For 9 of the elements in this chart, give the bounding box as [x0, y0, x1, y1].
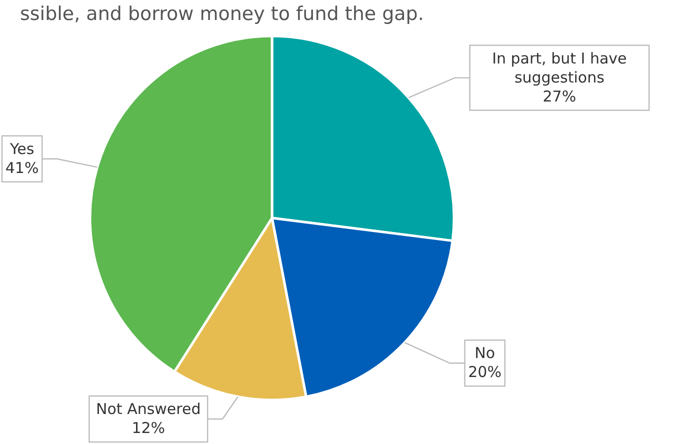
data-label: 20%: [468, 363, 502, 382]
data-label: 27%: [542, 87, 576, 106]
slice-label: Not Answered: [96, 400, 201, 418]
slice-label: No: [474, 344, 496, 362]
slice-label: In part, but I have suggestions: [492, 49, 627, 86]
chart-title: ssible, and borrow money to fund the gap.: [20, 3, 424, 25]
data-label: 12%: [132, 419, 166, 437]
data-label: 41%: [5, 158, 39, 177]
slice-label: Yes: [8, 140, 34, 158]
